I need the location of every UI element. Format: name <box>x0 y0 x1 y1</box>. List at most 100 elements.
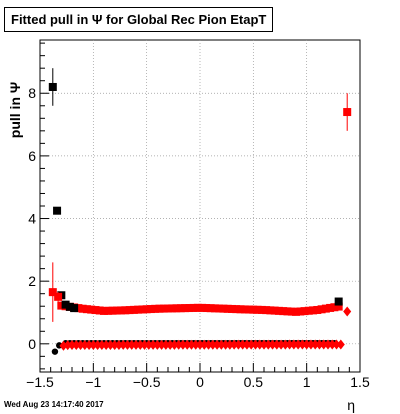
data-point-diamond <box>230 339 239 350</box>
data-point-square <box>215 304 224 313</box>
y-tick-label: 4 <box>28 211 36 227</box>
data-point-square <box>193 303 202 312</box>
data-point-square <box>176 304 185 313</box>
data-point-diamond <box>260 339 268 350</box>
data-point-diamond <box>63 340 72 351</box>
data-point-square <box>57 301 66 310</box>
data-point-diamond <box>127 339 136 350</box>
data-point-square <box>181 304 190 313</box>
data-point-square <box>48 82 57 91</box>
y-tick-label: 6 <box>28 148 36 164</box>
data-point-square <box>334 297 343 306</box>
data-point-diamond <box>343 306 352 317</box>
data-point-diamond <box>336 339 345 350</box>
data-point-square <box>74 304 83 313</box>
data-point-square <box>91 306 100 315</box>
data-point-diamond <box>196 339 204 350</box>
data-point-square <box>129 305 138 314</box>
data-point-square <box>317 305 326 314</box>
data-point-square <box>266 306 275 315</box>
data-point-square <box>334 302 343 311</box>
data-point-square <box>219 304 228 313</box>
data-point-diamond <box>204 339 213 350</box>
data-point-square <box>61 300 70 309</box>
data-point-diamond <box>59 340 68 351</box>
data-point-square <box>95 306 104 315</box>
data-point-square <box>321 304 330 313</box>
data-point-diamond <box>76 340 85 351</box>
data-point-diamond <box>68 340 76 351</box>
grid-lines <box>40 40 360 372</box>
data-point-square <box>287 307 296 316</box>
data-point-diamond <box>268 339 277 350</box>
data-point-square <box>283 307 292 316</box>
data-point-square <box>270 306 279 315</box>
y-axis-label: pull in Ψ <box>7 82 23 138</box>
data-point-diamond <box>200 339 209 350</box>
data-point-diamond <box>174 339 183 350</box>
x-tick-label: −0.5 <box>133 374 161 390</box>
data-point-diamond <box>294 339 303 350</box>
data-point-square <box>65 302 74 311</box>
data-point-circle <box>51 348 59 355</box>
data-point-square <box>168 304 177 313</box>
data-point-square <box>223 304 232 313</box>
data-point-square <box>146 305 155 314</box>
data-point-square <box>104 306 113 315</box>
x-axis-label: η <box>347 397 355 413</box>
data-point-diamond <box>97 339 106 350</box>
data-point-diamond <box>255 339 264 350</box>
x-tick-label: 0 <box>196 374 204 390</box>
data-point-square <box>48 288 57 297</box>
data-point-diamond <box>170 339 179 350</box>
x-tick-label: −1.5 <box>26 374 54 390</box>
data-point-diamond <box>225 339 234 350</box>
data-point-square <box>100 306 108 315</box>
data-point-square <box>313 305 322 314</box>
data-point-diamond <box>119 339 128 350</box>
data-point-diamond <box>114 339 123 350</box>
data-point-square <box>117 306 126 315</box>
data-point-diamond <box>298 339 307 350</box>
data-point-square <box>210 304 219 313</box>
x-tick-label: 1.5 <box>350 374 370 390</box>
data-point-square <box>108 306 117 315</box>
data-point-square <box>257 305 266 314</box>
data-point-diamond <box>85 340 94 351</box>
data-point-diamond <box>178 339 187 350</box>
data-point-square <box>262 306 271 315</box>
data-point-diamond <box>161 339 170 350</box>
data-point-diamond <box>302 339 311 350</box>
data-point-square <box>112 306 121 315</box>
data-point-square <box>70 304 79 313</box>
data-point-square <box>279 307 288 316</box>
data-point-diamond <box>187 339 196 350</box>
data-point-square <box>53 206 62 215</box>
data-point-square <box>121 306 130 315</box>
data-point-square <box>134 305 143 314</box>
data-point-square <box>151 304 160 313</box>
data-point-square <box>296 307 305 316</box>
data-point-diamond <box>110 339 119 350</box>
data-point-square <box>330 303 339 312</box>
data-point-square <box>304 306 313 315</box>
data-point-diamond <box>332 339 341 350</box>
data-point-diamond <box>251 339 260 350</box>
data-point-diamond <box>285 339 294 350</box>
data-point-diamond <box>144 339 153 350</box>
data-point-square <box>309 306 318 315</box>
data-point-diamond <box>166 339 175 350</box>
data-point-square <box>87 305 96 314</box>
data-point-diamond <box>272 339 281 350</box>
data-point-square <box>236 305 245 314</box>
data-point-diamond <box>106 339 115 350</box>
timestamp: Wed Aug 23 14:17:40 2017 <box>4 400 104 409</box>
data-point-square <box>198 303 207 312</box>
data-point-square <box>343 108 352 117</box>
data-point-square <box>292 307 300 316</box>
data-point-square <box>159 304 168 313</box>
data-point-square <box>78 304 87 313</box>
data-point-diamond <box>306 339 315 350</box>
data-point-diamond <box>208 339 217 350</box>
